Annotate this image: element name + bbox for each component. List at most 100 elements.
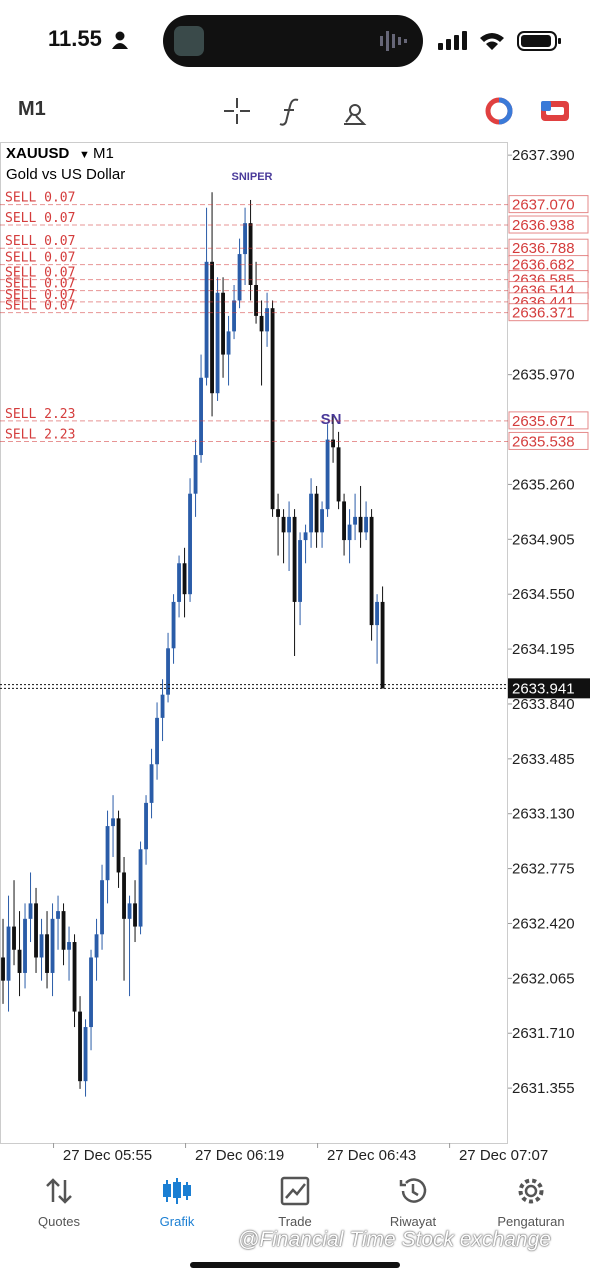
- candle-body: [166, 648, 170, 695]
- annotation: SN: [321, 411, 342, 428]
- candle-body: [358, 516, 363, 533]
- y-tick-label: 2634.195: [512, 641, 575, 658]
- timeframe-button[interactable]: M1: [18, 98, 46, 120]
- dropdown-arrow[interactable]: ▼: [79, 149, 90, 161]
- candle-body: [303, 532, 308, 541]
- candle-body: [6, 926, 11, 981]
- order-label: SELL 0.07: [5, 288, 75, 303]
- tab-label: Grafik: [159, 1214, 195, 1229]
- candle-body: [155, 717, 159, 765]
- candle-body: [61, 911, 66, 950]
- tab-icon: [46, 1178, 72, 1204]
- tab-label: Quotes: [38, 1214, 80, 1229]
- candle-body: [226, 331, 231, 355]
- order-label: SELL 2.23: [5, 427, 75, 442]
- person-icon: [112, 31, 128, 49]
- candle-body: [364, 516, 369, 533]
- price-box: [508, 195, 589, 214]
- candle-body: [380, 601, 385, 689]
- candle-body: [23, 918, 27, 973]
- order-price-label: 2637.070: [512, 197, 575, 214]
- candle-body: [177, 563, 181, 602]
- order-price-label: 2635.538: [512, 433, 575, 450]
- candle-body: [50, 918, 55, 973]
- tab[interactable]: Riwayat: [354, 1176, 472, 1229]
- candle-body: [34, 903, 38, 958]
- candle-body: [100, 880, 104, 935]
- order-label: SELL 0.07: [5, 211, 75, 226]
- symbol: XAUUSD: [6, 145, 70, 162]
- candle-body: [259, 315, 264, 332]
- candle-body: [94, 934, 99, 958]
- x-tick-label: 27 Dec 06:43: [327, 1147, 416, 1164]
- candle-body: [342, 501, 347, 541]
- candle-body: [122, 872, 126, 919]
- x-tick-label: 27 Dec 05:55: [63, 1147, 152, 1164]
- tab[interactable]: Quotes: [0, 1176, 118, 1229]
- candle-body: [265, 308, 269, 332]
- candle-body: [336, 447, 341, 502]
- y-tick-label: 2634.550: [512, 586, 575, 603]
- tab[interactable]: Grafik: [118, 1176, 236, 1229]
- status-icons: [438, 31, 561, 51]
- status-time: 11.55: [48, 26, 102, 51]
- candle-body: [78, 1011, 82, 1082]
- waveform: [380, 31, 407, 51]
- x-tick-label: 27 Dec 07:07: [459, 1147, 548, 1164]
- candle-body: [39, 934, 44, 958]
- annotation: SNIPER: [232, 171, 273, 183]
- candle-body: [369, 516, 374, 626]
- candle-body: [215, 292, 220, 394]
- symbol-description: Gold vs US Dollar: [6, 166, 125, 183]
- media-thumb: [174, 26, 204, 56]
- chart: XAUUSD ▼ M1 Gold vs US Dollar SNIPER SN …: [0, 142, 590, 1164]
- tab[interactable]: Pengaturan: [472, 1176, 590, 1229]
- y-tick-label: 2632.420: [512, 915, 575, 932]
- y-tick-label: 2635.260: [512, 476, 575, 493]
- tab-label: Trade: [278, 1214, 312, 1229]
- order-label: SELL 2.23: [5, 407, 75, 422]
- candle-body: [133, 903, 137, 927]
- tab[interactable]: Trade: [236, 1176, 354, 1229]
- order-label: SELL 0.07: [5, 299, 75, 314]
- candle-body: [17, 949, 22, 973]
- toolbar-icons: [224, 98, 367, 126]
- tab-label: Pengaturan: [497, 1214, 565, 1229]
- candle-body: [12, 926, 16, 950]
- candle-body: [171, 601, 176, 649]
- order-label: SELL 0.07: [5, 277, 75, 292]
- candle-body: [347, 524, 352, 541]
- dynamic-island: [163, 15, 423, 67]
- tab-icon: [399, 1178, 427, 1203]
- candle-body: [353, 516, 358, 525]
- candle-body: [221, 292, 225, 355]
- x-tick-label: 27 Dec 06:19: [195, 1147, 284, 1164]
- price-box: [508, 215, 589, 234]
- bid-label: 2633.941: [512, 680, 575, 697]
- candle-body: [83, 1027, 88, 1082]
- order-price-label: 2635.671: [512, 413, 575, 430]
- candle-body: [287, 516, 291, 533]
- candle-body: [309, 493, 313, 533]
- candle-body: [67, 942, 71, 950]
- candle-body: [243, 223, 247, 255]
- candle-body: [298, 540, 302, 602]
- candle-body: [127, 903, 132, 919]
- candle-body: [248, 223, 253, 285]
- candle-body: [72, 942, 77, 1012]
- price-box: [508, 431, 589, 450]
- candle-body: [193, 455, 198, 494]
- candle-body: [276, 509, 280, 517]
- candle-body: [314, 493, 319, 533]
- order-price-label: 2636.682: [512, 257, 575, 274]
- bid-box: [508, 678, 590, 699]
- candle-body: [149, 764, 154, 803]
- candle-body: [56, 911, 60, 919]
- candle-body: [204, 261, 209, 378]
- tab-icon: [280, 1176, 310, 1206]
- candle-body: [199, 377, 203, 456]
- y-tick-label: 2634.905: [512, 531, 575, 548]
- candle-body: [116, 818, 121, 873]
- watermark: @Financial Time Stock exchange: [238, 1228, 551, 1251]
